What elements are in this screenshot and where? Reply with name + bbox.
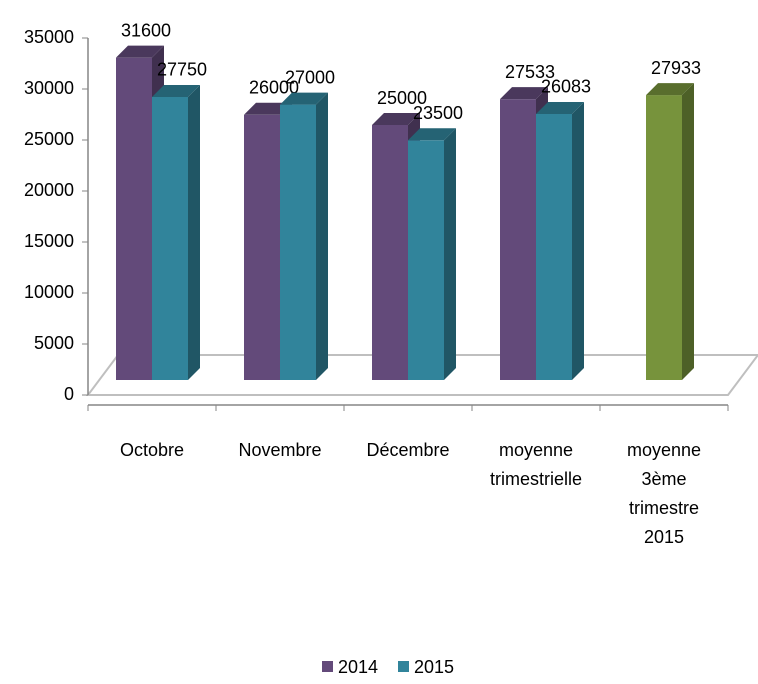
data-label: 26000 [249,78,299,98]
legend-label: 2014 [338,657,378,677]
y-tick-label: 20000 [24,180,74,200]
data-label: 26083 [541,77,591,97]
bar [646,95,682,380]
bar-top [536,101,584,114]
y-tick-label: 5000 [34,333,74,353]
legend-swatch [322,661,333,672]
bar-top [408,128,456,141]
bar-top [646,83,694,96]
bar [152,96,188,380]
data-label: 27000 [285,67,335,87]
y-tick-label: 0 [64,384,74,404]
x-tick-label: moyenne trimestrielle [489,440,582,489]
bar-side [444,128,456,380]
legend-label: 2015 [414,657,454,677]
bar-top [152,84,200,97]
bar-top [500,87,548,100]
x-tick-label: Décembre [366,440,450,460]
bar-top [116,45,164,58]
y-tick-label: 30000 [24,78,74,98]
bar [116,57,152,381]
legend-swatch [398,661,409,672]
data-label: 23500 [413,103,463,123]
bar [244,114,280,381]
bar-side [572,101,584,380]
data-label: 25000 [377,88,427,108]
x-tick-label: moyenne 3ème trimestre 2015 [626,440,702,547]
bar [500,99,536,381]
bar [372,125,408,380]
bar-side [316,92,328,380]
bar [280,104,316,380]
y-tick-label: 25000 [24,129,74,149]
bar-side [682,83,694,380]
bar-top [280,92,328,105]
bar-side [188,84,200,380]
bar [536,113,572,380]
data-label: 31600 [121,20,171,40]
y-tick-label: 35000 [24,27,74,47]
bar-top [372,113,420,125]
x-tick-label: Novembre [238,440,322,460]
data-label: 27933 [651,58,701,78]
y-tick-label: 15000 [24,231,74,251]
data-label: 27750 [157,60,207,80]
bar [408,140,444,380]
y-tick-label: 10000 [24,282,74,302]
x-tick-label: Octobre [119,440,185,460]
data-label: 27533 [505,62,555,82]
